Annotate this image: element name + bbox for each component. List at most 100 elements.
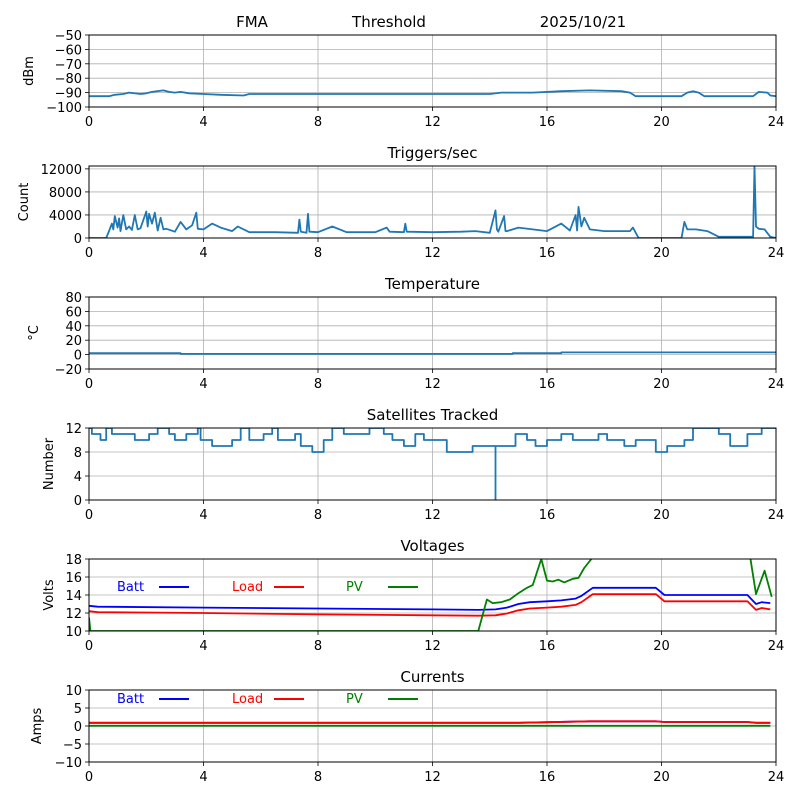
x-tick-label: 4 xyxy=(199,377,207,392)
y-tick-label: −20 xyxy=(55,363,82,378)
subplot-1: 0 4 8 12 16 20 24 −100−90−80−70−60−50 dBm xyxy=(22,29,784,130)
x-tick-label: 8 xyxy=(314,246,322,261)
x-tick-label: 16 xyxy=(539,115,556,130)
header-date: 2025/10/21 xyxy=(540,13,626,31)
y-tick-label: 12 xyxy=(65,422,82,437)
x-tick-label: 12 xyxy=(424,770,441,785)
y-tick-label: −60 xyxy=(55,43,82,58)
x-tick-label: 4 xyxy=(199,115,207,130)
x-tick-label: 20 xyxy=(653,246,670,261)
subplot-6: 0 4 8 12 16 20 24 −10 −5 0 5 10 Currents Amps Batt Load… xyxy=(30,668,784,785)
x-tick-label: 8 xyxy=(314,639,322,654)
x-tick-label: 12 xyxy=(424,508,441,523)
y-tick-label: 20 xyxy=(65,334,82,349)
y-tick-label: 12000 xyxy=(41,163,82,178)
x-tick-label: 4 xyxy=(199,508,207,523)
y-axis-label: Number xyxy=(42,437,57,490)
x-tick-label: 24 xyxy=(768,246,785,261)
y-tick-label: 40 xyxy=(65,320,82,335)
x-tick-label: 12 xyxy=(424,115,441,130)
y-tick-label: 18 xyxy=(65,553,82,568)
legend-label-batt: Batt xyxy=(117,692,144,707)
y-tick-label: 0 xyxy=(74,349,82,364)
y-tick-label: 4000 xyxy=(49,209,82,224)
legend-label-batt: Batt xyxy=(117,580,144,595)
x-tick-label: 0 xyxy=(85,770,93,785)
y-tick-label: −70 xyxy=(55,58,82,73)
y-axis-label: Count xyxy=(17,183,32,222)
series-line-load xyxy=(89,593,771,617)
x-tick-label: 20 xyxy=(653,508,670,523)
y-tick-label: −80 xyxy=(55,72,82,87)
subplot-title: Currents xyxy=(400,668,464,686)
y-tick-label: 12 xyxy=(65,607,82,622)
subplot-title: Satellites Tracked xyxy=(367,406,498,424)
x-tick-label: 24 xyxy=(768,115,785,130)
x-tick-label: 0 xyxy=(85,377,93,392)
subplot-2: 0 4 8 12 16 20 24 0 4000 8000 12000 Triggers/sec Cou… xyxy=(17,144,784,261)
y-tick-label: 4 xyxy=(74,470,82,485)
series-line-load xyxy=(89,720,771,724)
y-tick-label: 8 xyxy=(74,446,82,461)
x-tick-label: 16 xyxy=(539,377,556,392)
y-tick-label: 14 xyxy=(65,589,82,604)
x-tick-label: 0 xyxy=(85,246,93,261)
y-axis-label: dBm xyxy=(22,56,37,86)
header-mode: Threshold xyxy=(351,13,426,31)
series-line-batt xyxy=(89,586,771,611)
x-tick-label: 20 xyxy=(653,639,670,654)
subplot-title: Voltages xyxy=(400,537,464,555)
y-tick-label: −90 xyxy=(55,87,82,102)
x-tick-label: 16 xyxy=(539,508,556,523)
x-tick-label: 8 xyxy=(314,770,322,785)
x-tick-label: 16 xyxy=(539,246,556,261)
x-tick-label: 0 xyxy=(85,639,93,654)
x-tick-label: 4 xyxy=(199,770,207,785)
x-tick-label: 8 xyxy=(314,115,322,130)
series-line-signal xyxy=(89,89,776,98)
subplot-4: 0 4 8 12 16 20 24 0 4 8 12 Satellites Tracked Number xyxy=(42,406,784,523)
legend-label-load: Load xyxy=(232,580,263,595)
y-tick-label: −100 xyxy=(46,101,82,116)
series-line-temperature xyxy=(89,351,776,355)
y-tick-label: 8000 xyxy=(49,186,82,201)
x-tick-label: 8 xyxy=(314,508,322,523)
y-axis-label: °C xyxy=(27,325,42,341)
x-tick-label: 8 xyxy=(314,377,322,392)
y-tick-label: 80 xyxy=(65,291,82,306)
y-axis-label: Amps xyxy=(30,707,45,744)
x-tick-label: 12 xyxy=(424,246,441,261)
y-tick-label: 10 xyxy=(65,625,82,640)
y-tick-label: 0 xyxy=(74,232,82,247)
subplot-title: Triggers/sec xyxy=(387,144,478,162)
y-tick-label: 10 xyxy=(65,684,82,699)
y-tick-label: −10 xyxy=(55,756,82,771)
x-tick-label: 24 xyxy=(768,377,785,392)
series-line-triggers xyxy=(89,166,776,238)
y-tick-label: 0 xyxy=(74,720,82,735)
x-tick-label: 24 xyxy=(768,770,785,785)
legend-label-pv: PV xyxy=(346,692,363,707)
x-tick-label: 20 xyxy=(653,770,670,785)
x-tick-label: 12 xyxy=(424,377,441,392)
x-tick-label: 24 xyxy=(768,508,785,523)
y-tick-label: −50 xyxy=(55,29,82,44)
legend-label-load: Load xyxy=(232,692,263,707)
header-station: FMA xyxy=(236,13,269,31)
y-tick-label: 0 xyxy=(74,494,82,509)
x-tick-label: 4 xyxy=(199,246,207,261)
x-tick-label: 0 xyxy=(85,115,93,130)
legend-label-pv: PV xyxy=(346,580,363,595)
subplot-title: Temperature xyxy=(384,275,480,293)
y-axis-label: Volts xyxy=(42,579,57,611)
y-tick-label: 16 xyxy=(65,571,82,586)
y-tick-label: 5 xyxy=(74,702,82,717)
series-line-satellites xyxy=(89,428,776,500)
subplot-5: 0 4 8 12 16 20 24 10 12 14 16 18 Voltages Volts Batt Lo… xyxy=(42,537,784,654)
x-tick-label: 16 xyxy=(539,639,556,654)
y-tick-label: 60 xyxy=(65,305,82,320)
x-tick-label: 4 xyxy=(199,639,207,654)
x-tick-label: 16 xyxy=(539,770,556,785)
